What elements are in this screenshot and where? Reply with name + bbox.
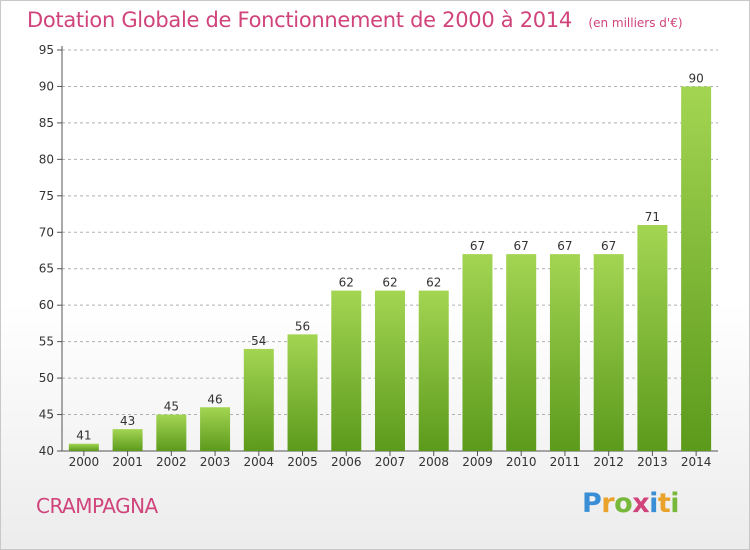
bar-value-label: 46 <box>207 392 222 406</box>
bar <box>462 254 493 451</box>
x-tick-label: 2003 <box>200 455 231 469</box>
bar <box>681 86 712 452</box>
y-tick-label: 70 <box>39 225 54 239</box>
y-tick-label: 85 <box>39 116 54 130</box>
x-tick-label: 2009 <box>462 455 493 469</box>
commune-name: CRAMPAGNA <box>36 494 158 518</box>
x-tick-label: 2010 <box>506 455 537 469</box>
proxiti-logo: Proxiti <box>582 488 680 519</box>
y-tick-label: 65 <box>39 262 54 276</box>
x-tick-label: 2006 <box>331 455 362 469</box>
bar-value-label: 67 <box>514 239 529 253</box>
y-tick-label: 80 <box>39 152 54 166</box>
bar-value-label: 67 <box>601 239 616 253</box>
title-row: Dotation Globale de Fonctionnement de 20… <box>27 8 683 32</box>
bar-value-label: 54 <box>251 334 266 348</box>
x-tick-label: 2012 <box>593 455 624 469</box>
bar-value-label: 67 <box>557 239 572 253</box>
y-tick-label: 75 <box>39 189 54 203</box>
x-tick-label: 2005 <box>287 455 318 469</box>
y-tick-label: 50 <box>39 371 54 385</box>
bar <box>375 290 405 451</box>
bar <box>156 414 187 451</box>
x-tick-label: 2007 <box>375 455 406 469</box>
bar-value-label: 67 <box>470 239 485 253</box>
bar-value-label: 43 <box>120 414 135 428</box>
x-tick-label: 2002 <box>156 455 187 469</box>
x-tick-label: 2008 <box>418 455 449 469</box>
bar-value-label: 90 <box>688 71 703 85</box>
bar <box>549 254 580 451</box>
x-tick-label: 2011 <box>550 455 581 469</box>
y-tick-label: 55 <box>39 335 54 349</box>
y-tick-label: 45 <box>39 408 54 422</box>
x-tick-label: 2000 <box>69 455 100 469</box>
bar <box>331 290 362 451</box>
bar-value-label: 62 <box>426 276 441 290</box>
x-tick-label: 2004 <box>244 455 275 469</box>
y-tick-label: 60 <box>39 298 54 312</box>
x-tick-label: 2014 <box>681 455 712 469</box>
bar-value-label: 71 <box>645 210 660 224</box>
bar-value-label: 62 <box>339 276 354 290</box>
y-tick-label: 95 <box>39 43 54 57</box>
bar-value-label: 62 <box>382 276 397 290</box>
chart-subtitle: (en milliers d'€) <box>588 16 683 30</box>
x-tick-label: 2001 <box>112 455 143 469</box>
chart-title: Dotation Globale de Fonctionnement de 20… <box>27 8 572 32</box>
y-tick-label: 90 <box>39 79 54 93</box>
bar <box>200 407 231 451</box>
bar <box>637 224 668 451</box>
x-tick-label: 2013 <box>637 455 668 469</box>
bar-value-label: 41 <box>76 429 91 443</box>
y-tick-label: 40 <box>39 444 54 458</box>
bar <box>506 254 537 451</box>
bar-value-label: 45 <box>164 400 179 414</box>
bar <box>418 290 449 451</box>
bar <box>112 429 143 451</box>
bar <box>68 443 99 451</box>
bar <box>243 348 274 451</box>
bar <box>593 254 624 451</box>
bar <box>287 334 318 451</box>
bar-value-label: 56 <box>295 319 310 333</box>
